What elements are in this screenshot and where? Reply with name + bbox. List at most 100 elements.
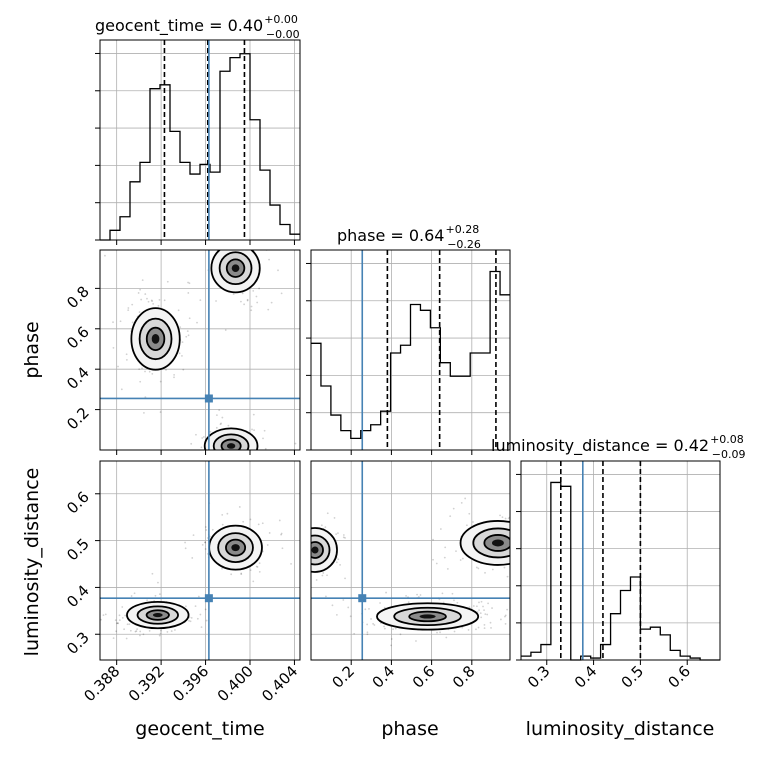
sample-point: [252, 580, 255, 583]
sample-point: [187, 462, 189, 464]
sample-point: [187, 281, 189, 284]
sample-point: [491, 607, 493, 609]
sample-point: [202, 436, 205, 438]
sample-point: [478, 601, 480, 604]
sample-point: [370, 618, 372, 620]
sample-point: [129, 629, 132, 632]
sample-point: [347, 606, 350, 609]
sample-point: [379, 602, 381, 604]
sample-point: [221, 513, 224, 516]
sample-point: [252, 413, 255, 416]
sample-point: [256, 301, 259, 304]
sample-point: [141, 367, 143, 370]
title-geocent-time: geocent_time = 0.40+0.00 −0.00: [95, 13, 300, 41]
sample-point: [181, 341, 184, 344]
sample-point: [188, 317, 191, 320]
sample-point: [221, 567, 223, 570]
sample-point: [158, 634, 161, 637]
sample-point: [136, 628, 139, 631]
panel-frame: [99, 460, 301, 661]
sample-point: [138, 311, 141, 313]
sample-point: [490, 627, 492, 629]
density-peak: [231, 264, 240, 273]
sample-point: [165, 369, 167, 371]
y-tick-label: 0.6: [63, 323, 93, 353]
sample-point: [158, 298, 161, 301]
histogram-luminosity-distance: [521, 461, 720, 661]
x-tick-label: 0.4: [369, 662, 399, 692]
sample-point: [258, 287, 261, 290]
sample-point: [342, 599, 345, 601]
y-axis-label-phase: phase: [21, 321, 43, 378]
sample-point: [530, 567, 532, 569]
truth-marker: [204, 594, 213, 603]
sample-point: [390, 644, 392, 647]
sample-point: [267, 461, 269, 463]
x-tick-label: 0.404: [258, 662, 301, 705]
sample-point: [445, 636, 448, 639]
sample-point: [243, 303, 246, 306]
contour-line: [393, 606, 462, 627]
sample-point: [479, 612, 482, 615]
sample-point: [373, 624, 376, 626]
sample-point: [196, 617, 199, 620]
contour-line: [218, 251, 253, 286]
density-peak: [419, 614, 436, 619]
sample-point: [264, 447, 267, 450]
sample-point: [291, 560, 293, 562]
sample-point: [504, 622, 507, 625]
contour-line: [217, 532, 254, 564]
sample-point: [506, 608, 509, 611]
sample-point: [195, 433, 197, 436]
sample-point: [100, 618, 102, 621]
density-peak: [491, 539, 504, 547]
sample-point: [240, 300, 242, 303]
sample-point: [140, 298, 143, 301]
scatter-geocent-time-vs-luminosity-distance: [100, 461, 300, 660]
sample-point: [268, 258, 270, 261]
sample-point: [277, 269, 279, 272]
sample-point: [204, 541, 206, 544]
sample-point: [137, 292, 140, 294]
sample-point: [344, 577, 346, 580]
sample-point: [219, 237, 221, 239]
sample-point: [195, 452, 197, 454]
sample-point: [174, 629, 176, 631]
sample-point: [139, 634, 141, 637]
sample-point: [482, 605, 484, 608]
sample-point: [533, 568, 535, 570]
sample-point: [212, 245, 214, 247]
sample-point: [501, 516, 504, 519]
sample-point: [114, 619, 117, 622]
sample-point: [459, 559, 462, 561]
contour-line: [130, 307, 181, 371]
sample-point: [335, 561, 338, 564]
sample-point: [504, 517, 507, 520]
sample-point: [218, 409, 221, 412]
sample-point: [258, 562, 261, 564]
sample-point: [342, 534, 345, 536]
sample-point: [339, 563, 342, 566]
sample-point: [237, 455, 239, 457]
sample-point: [349, 615, 352, 618]
sample-point: [504, 614, 507, 617]
sample-point: [307, 275, 309, 277]
sample-point: [189, 620, 192, 623]
sample-point: [297, 542, 299, 544]
sample-point: [449, 515, 452, 518]
sample-point: [179, 326, 182, 329]
sample-point: [416, 593, 418, 596]
y-tick-label: 0.4: [63, 363, 93, 393]
sample-point: [523, 542, 525, 544]
sample-point: [130, 595, 133, 597]
sample-point: [441, 592, 444, 595]
sample-point: [269, 454, 271, 456]
sample-point: [157, 581, 159, 584]
sample-point: [159, 629, 162, 632]
sample-point: [331, 604, 334, 607]
sample-point: [139, 288, 141, 291]
sample-point: [475, 605, 478, 608]
sample-point: [455, 550, 457, 553]
sample-point: [224, 451, 226, 453]
